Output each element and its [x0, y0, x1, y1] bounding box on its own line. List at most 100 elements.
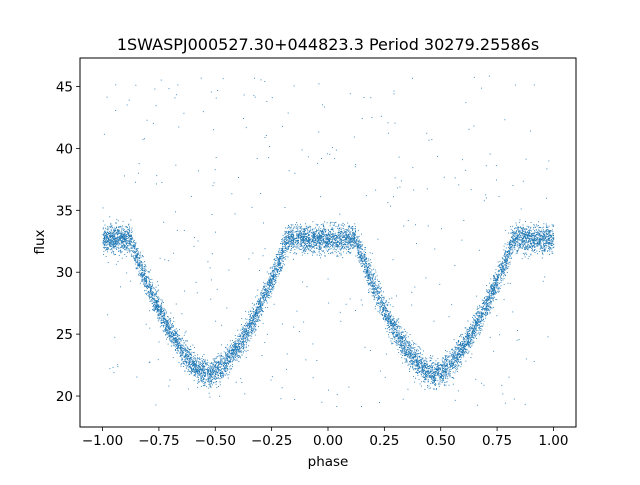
data-point: [293, 246, 295, 248]
data-point: [548, 248, 549, 249]
data-point: [445, 367, 447, 369]
data-point: [252, 308, 254, 310]
data-point: [171, 341, 173, 343]
data-point: [326, 243, 328, 245]
data-point: [397, 338, 399, 339]
data-point: [303, 236, 305, 238]
data-point: [212, 369, 214, 371]
data-point: [339, 234, 341, 235]
data-point: [414, 359, 416, 361]
data-point: [126, 247, 127, 249]
data-point: [117, 261, 119, 262]
data-point: [152, 282, 154, 284]
data-point: [186, 350, 188, 352]
data-point: [128, 242, 130, 244]
data-point: [179, 339, 181, 340]
data-point: [221, 373, 223, 374]
data-point: [508, 262, 510, 264]
data-point: [235, 357, 236, 358]
data-point: [129, 235, 130, 236]
data-point: [487, 298, 489, 300]
data-point: [423, 376, 425, 378]
data-point: [158, 312, 160, 314]
data-point: [231, 350, 233, 352]
data-point: [346, 234, 348, 236]
data-point: [423, 360, 425, 362]
data-point: [348, 236, 350, 238]
data-point: [173, 334, 175, 336]
data-point: [200, 376, 202, 378]
data-point: [454, 367, 456, 369]
data-point: [186, 340, 188, 342]
data-point: [533, 239, 535, 241]
data-point: [207, 373, 208, 375]
data-point: [237, 349, 239, 351]
data-point: [141, 280, 142, 282]
data-point: [281, 258, 283, 260]
data-point: [190, 366, 191, 368]
data-point: [496, 282, 498, 284]
data-point: [353, 243, 355, 245]
data-point: [314, 245, 316, 246]
data-point: [481, 312, 482, 314]
data-point: [143, 273, 145, 274]
data-point: [104, 224, 106, 226]
data-point: [421, 365, 423, 366]
data-point: [361, 233, 362, 235]
data-point: [312, 241, 314, 243]
data-point: [158, 310, 160, 312]
data-point: [317, 239, 319, 241]
data-point: [220, 362, 222, 364]
data-point: [368, 274, 369, 276]
data-point: [400, 353, 402, 355]
data-point: [139, 270, 141, 272]
data-point: [282, 253, 283, 254]
data-point: [543, 246, 545, 248]
data-point: [409, 353, 411, 355]
data-point: [234, 356, 236, 358]
data-point: [443, 361, 445, 363]
data-point: [230, 361, 231, 363]
data-point: [461, 350, 463, 352]
data-point: [268, 279, 270, 281]
data-point: [281, 254, 283, 256]
data-point: [105, 237, 107, 238]
data-point: [405, 344, 406, 346]
data-point: [514, 240, 516, 242]
data-point: [225, 365, 227, 367]
data-point: [503, 245, 505, 247]
data-point: [157, 317, 159, 319]
data-point: [416, 365, 418, 367]
data-point: [106, 238, 108, 239]
data-point: [232, 360, 234, 362]
data-point: [400, 336, 401, 338]
data-point: [547, 239, 549, 241]
data-point: [429, 360, 431, 362]
data-point: [431, 367, 433, 369]
data-point: [488, 296, 490, 297]
data-point: [198, 368, 200, 370]
data-point: [340, 249, 342, 251]
data-point: [229, 360, 231, 362]
data-point: [420, 352, 421, 354]
data-point: [481, 306, 483, 308]
data-point: [220, 375, 222, 377]
data-point: [273, 265, 274, 267]
data-point: [248, 328, 250, 329]
data-point: [190, 353, 192, 355]
data-point: [141, 261, 142, 262]
data-point: [150, 288, 152, 290]
data-point: [528, 240, 530, 242]
data-point: [468, 331, 470, 332]
data-point: [319, 247, 321, 249]
data-point: [349, 234, 351, 236]
data-point: [304, 249, 305, 251]
data-point: [134, 242, 136, 244]
data-point: [289, 227, 291, 229]
data-point: [319, 236, 320, 238]
data-point: [548, 238, 550, 239]
data-point: [170, 336, 172, 338]
data-point: [433, 376, 434, 377]
data-point: [225, 368, 226, 370]
data-point: [264, 296, 266, 297]
